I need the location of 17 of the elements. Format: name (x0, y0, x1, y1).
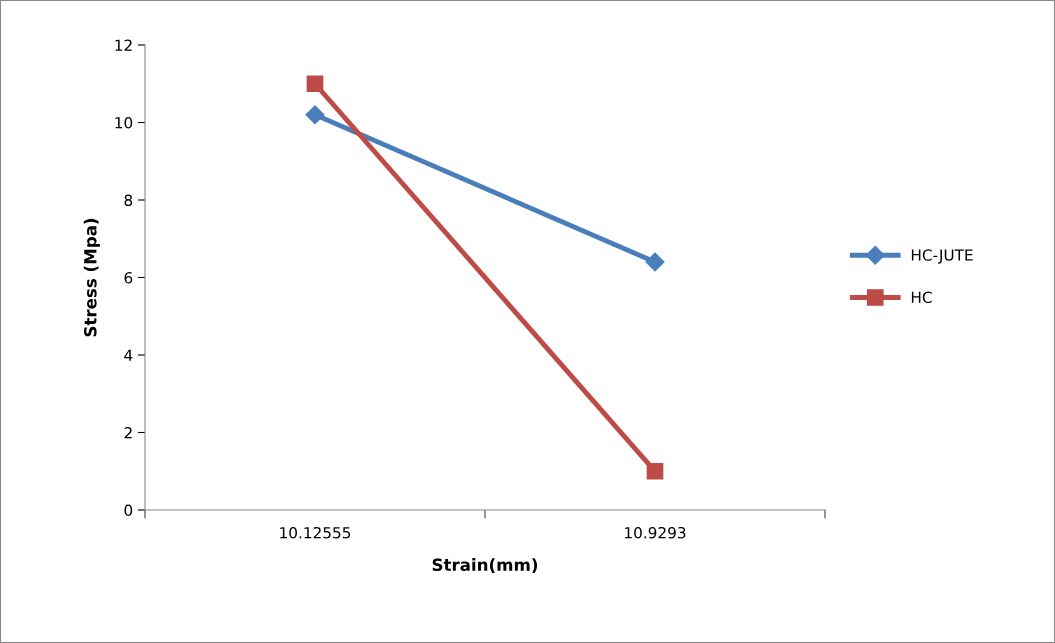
y-tick-label: 4 (124, 349, 133, 361)
y-axis-title: Stress (Mpa) (83, 218, 100, 337)
y-tick-label: 6 (124, 271, 133, 284)
x-tick-label: 10.12555 (280, 526, 351, 539)
point (645, 252, 665, 272)
y-tick-label: 12 (115, 39, 132, 51)
legend-label: HC (911, 291, 932, 304)
point (646, 462, 664, 480)
y-tick-label: 8 (124, 194, 133, 207)
legend-label: HC-JUTE (911, 249, 973, 264)
point (305, 105, 325, 125)
y-tick-label: 0 (124, 504, 133, 517)
y-tick-label: 10 (115, 116, 133, 129)
x-tick-label: 10.9293 (625, 526, 686, 539)
y-tick-label: 2 (124, 426, 132, 439)
point (306, 75, 324, 93)
x-axis-title: Strain(mm) (432, 558, 538, 573)
